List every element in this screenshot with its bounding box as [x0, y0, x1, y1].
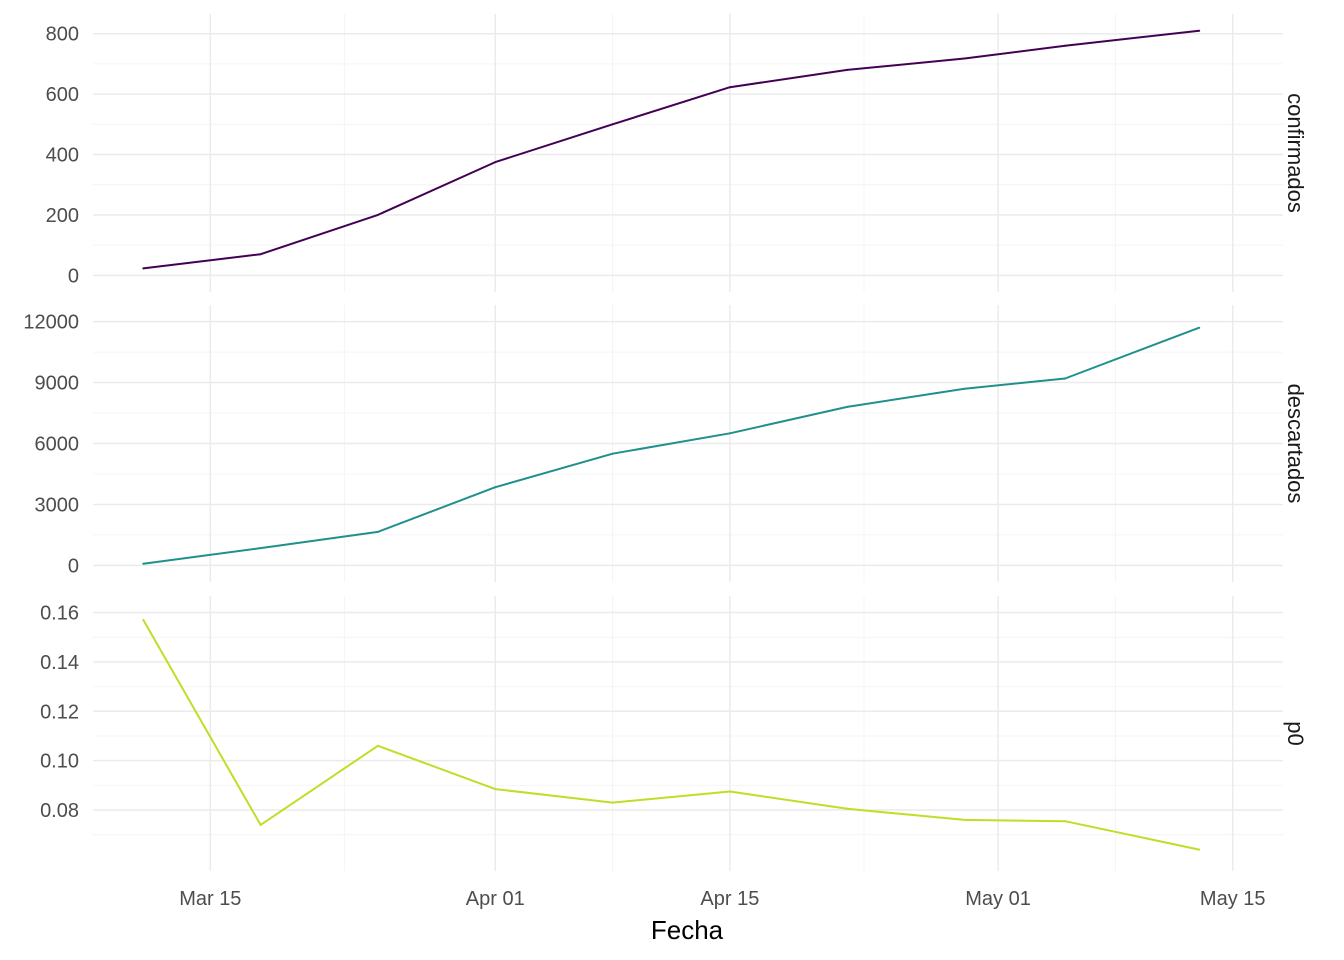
data-point-p0: [611, 801, 614, 804]
data-point-confirmados: [494, 161, 497, 164]
panels: 0 200 400 600 800 confirmados 0 3000 6000 9000 120…: [23, 14, 1308, 871]
data-point-confirmados: [376, 213, 379, 216]
data-point-confirmados: [728, 86, 731, 89]
y-tick-label: 0.08: [40, 800, 79, 822]
x-axis: Mar 15 Apr 01 Apr 15 May 01 May 15: [179, 888, 1265, 910]
x-tick-label: May 15: [1200, 888, 1266, 910]
y-tick-label: 3000: [35, 494, 80, 516]
facet-strip-label: confirmados: [1283, 93, 1308, 213]
series-line-descartados: [143, 326, 1200, 565]
data-point-p0: [376, 744, 379, 747]
data-point-descartados: [1198, 326, 1201, 329]
x-tick-label: Apr 01: [466, 888, 525, 910]
y-tick-label: 9000: [35, 373, 80, 395]
x-tick-label: May 01: [965, 888, 1031, 910]
data-point-descartados: [846, 405, 849, 408]
y-tick-label: 200: [46, 205, 79, 227]
y-tick-label: 0.12: [40, 701, 79, 723]
data-point-p0: [259, 823, 262, 826]
x-tick-label: Mar 15: [179, 888, 241, 910]
x-tick-label: Apr 15: [700, 888, 759, 910]
data-point-p0: [494, 788, 497, 791]
data-point-p0: [963, 818, 966, 821]
y-tick-label: 12000: [23, 312, 79, 334]
data-point-descartados: [1064, 377, 1067, 380]
facet-strip-label: descartados: [1283, 384, 1308, 504]
data-point-descartados: [728, 432, 731, 435]
data-point-p0: [1198, 848, 1201, 851]
data-point-p0: [846, 807, 849, 810]
series-line-confirmados: [143, 29, 1200, 270]
data-point-descartados: [494, 486, 497, 489]
panel-descartados: 0 3000 6000 9000 12000 descartados: [23, 305, 1308, 582]
series-line-p0: [142, 619, 1200, 851]
data-point-p0: [142, 618, 145, 621]
data-point-descartados: [376, 530, 379, 533]
data-point-confirmados: [259, 253, 262, 256]
panel-confirmados: 0 200 400 600 800 confirmados: [46, 14, 1308, 292]
y-tick-label: 400: [46, 145, 79, 167]
y-tick-label: 600: [46, 84, 79, 106]
data-point-confirmados: [1064, 44, 1067, 47]
data-point-confirmados: [142, 267, 145, 270]
data-point-descartados: [259, 547, 262, 550]
data-point-confirmados: [611, 123, 614, 126]
data-point-confirmados: [963, 57, 966, 60]
y-tick-label: 0.14: [40, 652, 79, 674]
y-tick-label: 0: [68, 555, 79, 577]
data-point-descartados: [963, 387, 966, 390]
y-tick-label: 0.10: [40, 751, 79, 773]
y-tick-label: 6000: [35, 434, 80, 456]
panel-p0: 0.08 0.10 0.12 0.14 0.16 p0: [40, 596, 1308, 871]
facet-strip-label: p0: [1283, 721, 1308, 745]
x-axis-title: Fecha: [651, 915, 724, 945]
data-point-descartados: [142, 562, 145, 565]
data-point-confirmados: [1198, 29, 1201, 32]
y-tick-label: 0.16: [40, 603, 79, 625]
data-point-confirmados: [846, 68, 849, 71]
y-tick-label: 0: [68, 265, 79, 287]
data-point-p0: [728, 790, 731, 793]
data-point-p0: [1064, 820, 1067, 823]
data-point-descartados: [611, 452, 614, 455]
y-tick-label: 800: [46, 24, 79, 46]
